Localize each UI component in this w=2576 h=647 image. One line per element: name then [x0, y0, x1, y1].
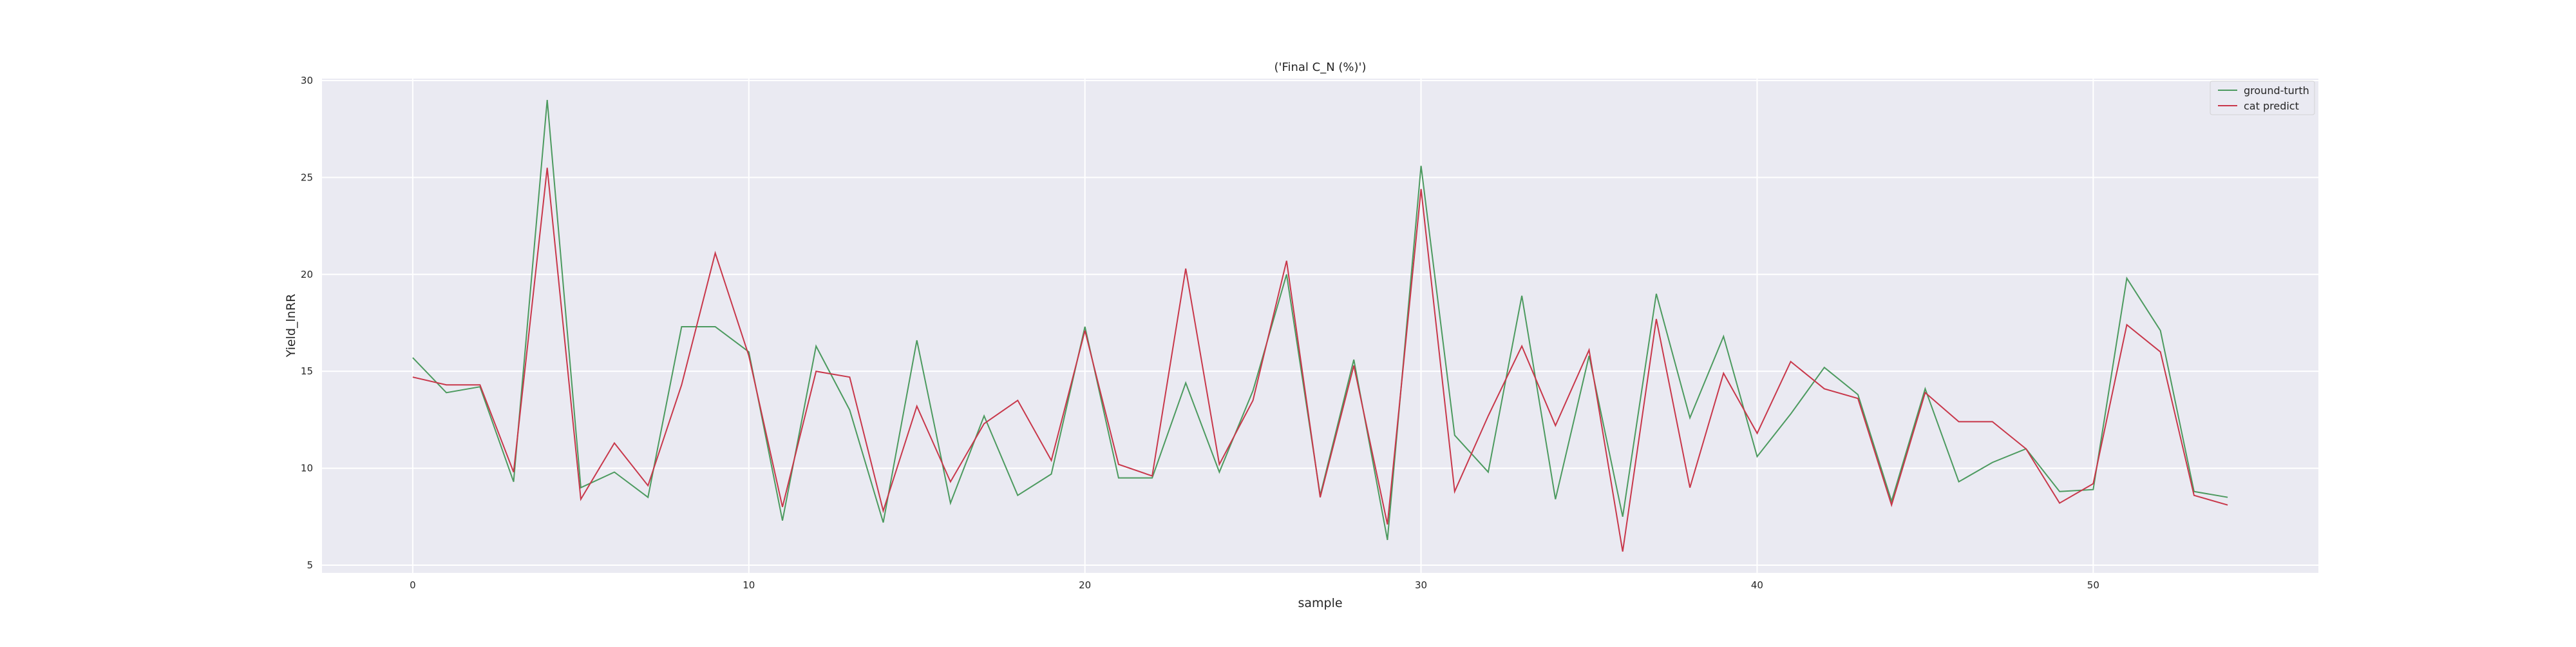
- x-tick-label: 20: [1079, 579, 1091, 591]
- x-tick-label: 50: [2087, 579, 2099, 591]
- y-tick-label: 25: [301, 171, 313, 183]
- y-tick-label: 30: [301, 75, 313, 86]
- x-tick-label: 30: [1415, 579, 1427, 591]
- y-tick-labels: 5 10 15 20 25 30: [301, 75, 313, 571]
- x-tick-labels: 0 10 20 30 40 50: [410, 579, 2099, 591]
- x-axis-label: sample: [1298, 596, 1342, 610]
- x-tick-label: 10: [743, 579, 755, 591]
- legend-label-cat-predict: cat predict: [2244, 100, 2299, 112]
- chart-title: ('Final C_N (%)'): [1274, 61, 1366, 74]
- plot-area: [322, 79, 2318, 573]
- x-tick-label: 0: [410, 579, 416, 591]
- legend-label-ground-turth: ground-turth: [2244, 84, 2309, 97]
- y-tick-label: 15: [301, 365, 313, 377]
- x-tick-label: 40: [1751, 579, 1763, 591]
- y-tick-label: 10: [301, 463, 313, 474]
- y-tick-label: 5: [307, 559, 313, 571]
- y-axis-label: Yield_lnRR: [284, 294, 298, 358]
- legend: ground-turth cat predict: [2210, 81, 2315, 115]
- y-tick-label: 20: [301, 269, 313, 280]
